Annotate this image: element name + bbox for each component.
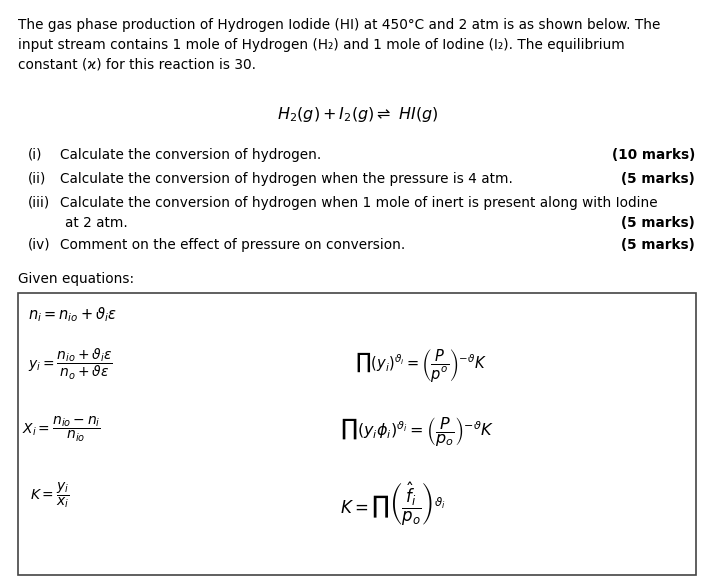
Text: at 2 atm.: at 2 atm. bbox=[65, 216, 128, 230]
Text: (5 marks): (5 marks) bbox=[621, 172, 695, 186]
Text: (ii): (ii) bbox=[28, 172, 47, 186]
Text: $K = \dfrac{y_i}{x_i}$: $K = \dfrac{y_i}{x_i}$ bbox=[30, 480, 70, 510]
Bar bbox=[18, 293, 696, 575]
Text: Comment on the effect of pressure on conversion.: Comment on the effect of pressure on con… bbox=[60, 238, 405, 252]
Text: (5 marks): (5 marks) bbox=[621, 238, 695, 252]
Text: $\prod(y_i)^{\vartheta_i} = \left(\dfrac{P}{p^o}\right)^{-\vartheta} K$: $\prod(y_i)^{\vartheta_i} = \left(\dfrac… bbox=[355, 347, 487, 384]
Text: $y_i = \dfrac{n_{io}+\vartheta_i\varepsilon}{n_o+\vartheta\varepsilon}$: $y_i = \dfrac{n_{io}+\vartheta_i\varepsi… bbox=[28, 347, 113, 382]
Text: $H_2(g) + I_2(g) \rightleftharpoons \ HI(g)$: $H_2(g) + I_2(g) \rightleftharpoons \ HI… bbox=[277, 105, 439, 124]
Text: $K = \prod\left(\dfrac{\hat{f}_i}{p_o}\right)^{\vartheta_i}$: $K = \prod\left(\dfrac{\hat{f}_i}{p_o}\r… bbox=[340, 480, 446, 527]
Text: (iv): (iv) bbox=[28, 238, 51, 252]
Text: Calculate the conversion of hydrogen.: Calculate the conversion of hydrogen. bbox=[60, 148, 321, 162]
Text: (iii): (iii) bbox=[28, 196, 50, 210]
Text: constant (ϰ) for this reaction is 30.: constant (ϰ) for this reaction is 30. bbox=[18, 58, 256, 72]
Text: (5 marks): (5 marks) bbox=[621, 216, 695, 230]
Text: Given equations:: Given equations: bbox=[18, 272, 134, 286]
Text: Calculate the conversion of hydrogen when the pressure is 4 atm.: Calculate the conversion of hydrogen whe… bbox=[60, 172, 513, 186]
Text: $\prod(y_i\phi_i)^{\vartheta_i} = \left(\dfrac{P}{p_o}\right)^{-\vartheta} K$: $\prod(y_i\phi_i)^{\vartheta_i} = \left(… bbox=[340, 415, 494, 448]
Text: (10 marks): (10 marks) bbox=[612, 148, 695, 162]
Text: input stream contains 1 mole of Hydrogen (H₂) and 1 mole of Iodine (I₂). The equ: input stream contains 1 mole of Hydrogen… bbox=[18, 38, 625, 52]
Text: $n_i = n_{io} + \vartheta_i \varepsilon$: $n_i = n_{io} + \vartheta_i \varepsilon$ bbox=[28, 305, 117, 324]
Text: $X_i = \dfrac{n_{io}-n_i}{n_{io}}$: $X_i = \dfrac{n_{io}-n_i}{n_{io}}$ bbox=[22, 415, 101, 444]
Text: The gas phase production of Hydrogen Iodide (HI) at 450°C and 2 atm is as shown : The gas phase production of Hydrogen Iod… bbox=[18, 18, 660, 32]
Text: Calculate the conversion of hydrogen when 1 mole of inert is present along with : Calculate the conversion of hydrogen whe… bbox=[60, 196, 657, 210]
Text: (i): (i) bbox=[28, 148, 42, 162]
